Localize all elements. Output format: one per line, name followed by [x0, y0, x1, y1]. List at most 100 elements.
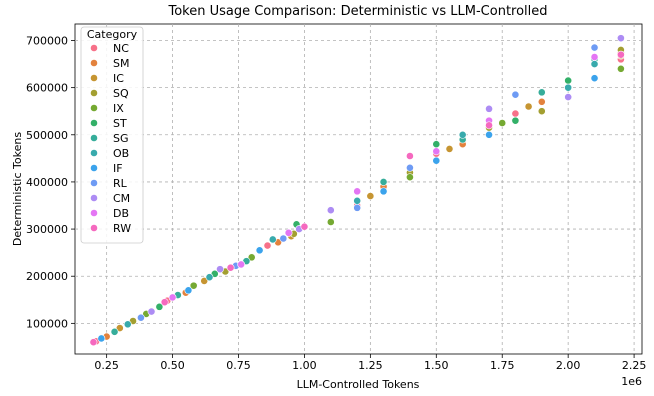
y-tick-label: 300000 — [26, 223, 68, 236]
data-point — [200, 277, 209, 285]
data-point — [379, 187, 388, 196]
data-point — [445, 145, 454, 153]
data-points — [89, 34, 625, 347]
y-tick-label: 400000 — [26, 176, 68, 189]
data-point — [590, 53, 599, 61]
legend-marker — [90, 224, 98, 232]
x-tick-label: 0.25 — [94, 359, 119, 372]
data-point — [110, 327, 119, 336]
chart-title: Token Usage Comparison: Deterministic vs… — [167, 4, 547, 19]
data-point — [485, 104, 493, 113]
data-point — [406, 173, 414, 182]
data-point — [97, 334, 106, 343]
data-point — [268, 235, 277, 244]
y-tick-label: 600000 — [26, 82, 68, 95]
data-point — [184, 286, 193, 295]
legend-label: SQ — [113, 87, 129, 100]
x-tick-label: 1.50 — [424, 359, 449, 372]
data-point — [406, 163, 414, 172]
data-point — [432, 147, 441, 156]
data-point — [564, 76, 573, 85]
x-tick-label: 1.75 — [490, 359, 515, 372]
legend-label: CM — [113, 192, 130, 205]
data-point — [458, 130, 467, 139]
y-tick-label: 700000 — [26, 35, 68, 48]
y-axis-label: Deterministic Tokens — [11, 132, 24, 246]
data-point — [326, 218, 335, 226]
x-tick-label: 1.25 — [358, 359, 383, 372]
x-axis-label: LLM-Controlled Tokens — [297, 378, 420, 391]
data-point — [89, 338, 98, 347]
y-tick-label: 100000 — [26, 317, 68, 330]
data-point — [263, 241, 272, 250]
y-axis-ticks: 100000 200000 300000 400000 500000 600000 7000… — [26, 35, 75, 330]
data-point — [432, 140, 441, 149]
legend-marker — [90, 59, 98, 67]
legend-marker — [90, 194, 98, 202]
data-point — [511, 116, 520, 125]
data-point — [353, 196, 362, 205]
data-point — [115, 324, 124, 332]
legend-marker — [90, 89, 98, 97]
data-point — [406, 152, 414, 160]
x-tick-label: 2.00 — [556, 359, 581, 372]
legend-label: IF — [113, 162, 123, 175]
legend-marker — [90, 44, 98, 52]
data-point — [326, 206, 335, 215]
legend-label: IX — [113, 102, 124, 115]
legend-marker — [90, 209, 98, 217]
data-point — [564, 93, 573, 101]
y-tick-label: 500000 — [26, 129, 68, 142]
data-point — [590, 43, 599, 52]
data-point — [284, 228, 293, 237]
x-axis-ticks: 0.25 0.50 0.75 1.00 1.25 1.50 1.75 2.00 2.25 — [94, 354, 646, 372]
x-axis-offset-label: 1e6 — [621, 375, 642, 388]
x-tick-label: 1.00 — [292, 359, 317, 372]
legend-label: SM — [113, 57, 129, 70]
data-point — [617, 50, 625, 59]
x-tick-label: 0.50 — [160, 359, 185, 372]
legend-box — [80, 26, 144, 244]
data-point — [537, 88, 546, 97]
legend-label: IC — [113, 72, 124, 85]
legend-marker — [90, 74, 98, 82]
data-point — [300, 222, 309, 231]
legend-marker — [90, 179, 98, 187]
data-point — [485, 130, 493, 139]
data-point — [498, 119, 507, 127]
data-point — [123, 320, 132, 329]
legend-items: NC SM IC SQ IX ST SG OB IF RL CM DB RW — [90, 42, 131, 235]
data-point — [511, 90, 520, 99]
data-point — [617, 64, 625, 73]
x-tick-label: 2.25 — [622, 359, 647, 372]
legend-label: RL — [113, 177, 128, 190]
legend-label: DB — [113, 207, 129, 220]
data-point — [155, 302, 164, 311]
legend-label: RW — [113, 222, 131, 235]
data-point — [590, 74, 599, 83]
data-point — [564, 83, 573, 92]
data-point — [617, 34, 625, 43]
data-point — [537, 97, 546, 106]
legend-marker — [90, 119, 98, 127]
data-point — [237, 260, 246, 269]
data-point — [379, 178, 388, 186]
data-point — [255, 246, 264, 255]
data-point — [160, 298, 169, 307]
y-tick-label: 200000 — [26, 270, 68, 283]
data-point — [366, 192, 375, 200]
data-point — [537, 107, 546, 116]
legend-label: SG — [113, 132, 129, 145]
data-point — [432, 156, 441, 165]
data-point — [137, 313, 145, 322]
x-tick-label: 0.75 — [226, 359, 251, 372]
legend: Category NC SM IC SQ IX ST SG OB IF RL CM DB RW — [80, 26, 144, 244]
legend-label: NC — [113, 42, 129, 55]
legend-marker — [90, 134, 98, 142]
data-point — [205, 273, 214, 282]
data-point — [353, 203, 362, 212]
legend-marker — [90, 149, 98, 157]
data-point — [168, 293, 177, 302]
